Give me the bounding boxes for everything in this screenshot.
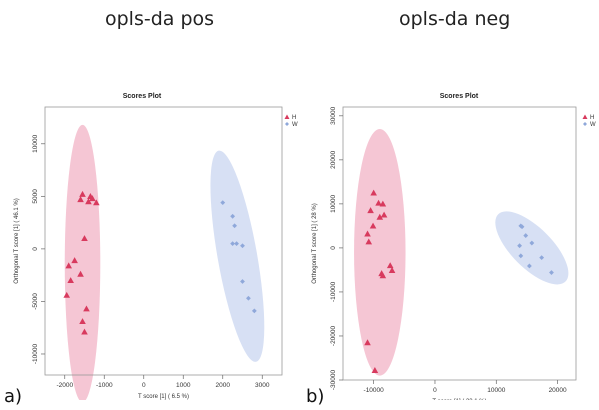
point-w xyxy=(519,224,525,230)
y-axis-label: Orthogonal T score [1] ( 46.1 %) xyxy=(14,198,20,284)
confidence-ellipse-h xyxy=(64,124,101,400)
y-tick-label: -30000 xyxy=(330,370,337,391)
y-tick-label: 5000 xyxy=(32,189,39,204)
legend-label-h: H xyxy=(292,115,296,121)
point-w xyxy=(230,213,236,219)
confidence-ellipse-h xyxy=(354,129,406,376)
point-w xyxy=(251,308,257,314)
y-tick-label: -5000 xyxy=(32,293,39,310)
point-h xyxy=(79,190,86,197)
y-tick-label: 0 xyxy=(32,247,39,251)
point-h xyxy=(77,196,84,203)
point-h xyxy=(67,277,74,284)
legend-label-h: H xyxy=(590,115,594,121)
panel-label-a: a) xyxy=(4,386,23,407)
y-tick-label: 20000 xyxy=(330,150,337,168)
point-h xyxy=(93,199,100,206)
chart-title: Scores Plot xyxy=(440,93,479,100)
legend-marker-w xyxy=(285,122,289,126)
point-h xyxy=(379,272,387,279)
legend-marker-h xyxy=(582,114,588,119)
point-w xyxy=(240,243,245,249)
confidence-ellipse-w xyxy=(210,150,265,362)
point-h xyxy=(370,189,377,196)
point-h xyxy=(386,262,394,269)
legend-label-w: W xyxy=(590,122,596,128)
point-h xyxy=(81,235,88,242)
y-tick-label: 10000 xyxy=(330,194,337,212)
point-w xyxy=(527,263,532,269)
y-axis-label: Orthogonal T score [1] ( 28 %) xyxy=(312,203,318,283)
point-h xyxy=(375,199,382,206)
x-tick-label: 20000 xyxy=(549,387,567,394)
chart-title: Scores Plot xyxy=(123,93,162,100)
title-right: opls-da neg xyxy=(399,8,511,30)
y-tick-label: -10000 xyxy=(330,281,337,302)
x-tick-label: -10000 xyxy=(364,387,385,394)
x-axis-label: T score [1] ( 6.5 %) xyxy=(138,394,189,400)
point-h xyxy=(63,291,71,298)
point-h xyxy=(65,262,72,269)
point-h xyxy=(71,257,78,264)
point-h xyxy=(364,230,371,237)
point-w xyxy=(518,253,524,259)
x-tick-label: 10000 xyxy=(487,387,505,394)
point-h xyxy=(379,200,387,207)
legend-label-w: W xyxy=(292,122,298,128)
point-h xyxy=(369,222,377,229)
x-axis-label: T score [1] ( 33.1 %) xyxy=(432,399,486,400)
x-tick-label: 3000 xyxy=(255,382,270,389)
point-h xyxy=(81,328,88,335)
point-w xyxy=(529,240,535,246)
legend-marker-h xyxy=(284,114,290,119)
scores-plot-a: Scores Plot-2000 -1000 0 1000 2000 3000-10000… xyxy=(14,93,298,400)
point-h xyxy=(365,238,373,245)
point-h xyxy=(376,213,384,220)
point-w xyxy=(232,223,237,229)
y-tick-label: 0 xyxy=(330,246,337,250)
point-w xyxy=(230,241,236,247)
confidence-ellipse-w xyxy=(495,211,569,285)
y-tick-label: -10000 xyxy=(32,343,39,364)
legend-marker-w xyxy=(583,122,587,126)
point-w xyxy=(549,270,554,275)
point-h xyxy=(364,339,371,346)
x-tick-label: -2000 xyxy=(56,382,73,389)
plot-frame xyxy=(44,106,283,376)
x-tick-label: -1000 xyxy=(96,382,113,389)
point-w xyxy=(234,241,239,247)
point-w xyxy=(240,279,245,284)
y-tick-label: -20000 xyxy=(330,325,337,346)
point-h xyxy=(371,367,379,373)
point-w xyxy=(220,200,226,206)
point-h xyxy=(79,318,86,325)
x-tick-label: 2000 xyxy=(216,382,231,389)
point-h xyxy=(77,270,84,277)
x-tick-label: 0 xyxy=(433,387,437,394)
y-tick-label: 10000 xyxy=(32,134,39,152)
point-h xyxy=(380,211,388,218)
title-left: opls-da pos xyxy=(105,8,215,30)
plot-frame xyxy=(342,106,577,381)
scores-plot-b: Scores Plot -10000 0 10000 20000 -30000 -20000… xyxy=(312,93,596,400)
point-w xyxy=(539,255,545,260)
point-w xyxy=(523,233,529,238)
x-tick-label: 1000 xyxy=(176,382,191,389)
point-h xyxy=(83,305,90,312)
point-h xyxy=(89,195,96,202)
x-tick-label: 0 xyxy=(142,382,146,389)
point-h xyxy=(85,198,92,205)
y-tick-label: 30000 xyxy=(330,106,337,124)
panel-label-b: b) xyxy=(306,386,325,407)
point-h xyxy=(388,267,396,273)
point-h xyxy=(367,207,374,214)
point-w xyxy=(246,295,251,301)
point-w xyxy=(517,243,522,249)
